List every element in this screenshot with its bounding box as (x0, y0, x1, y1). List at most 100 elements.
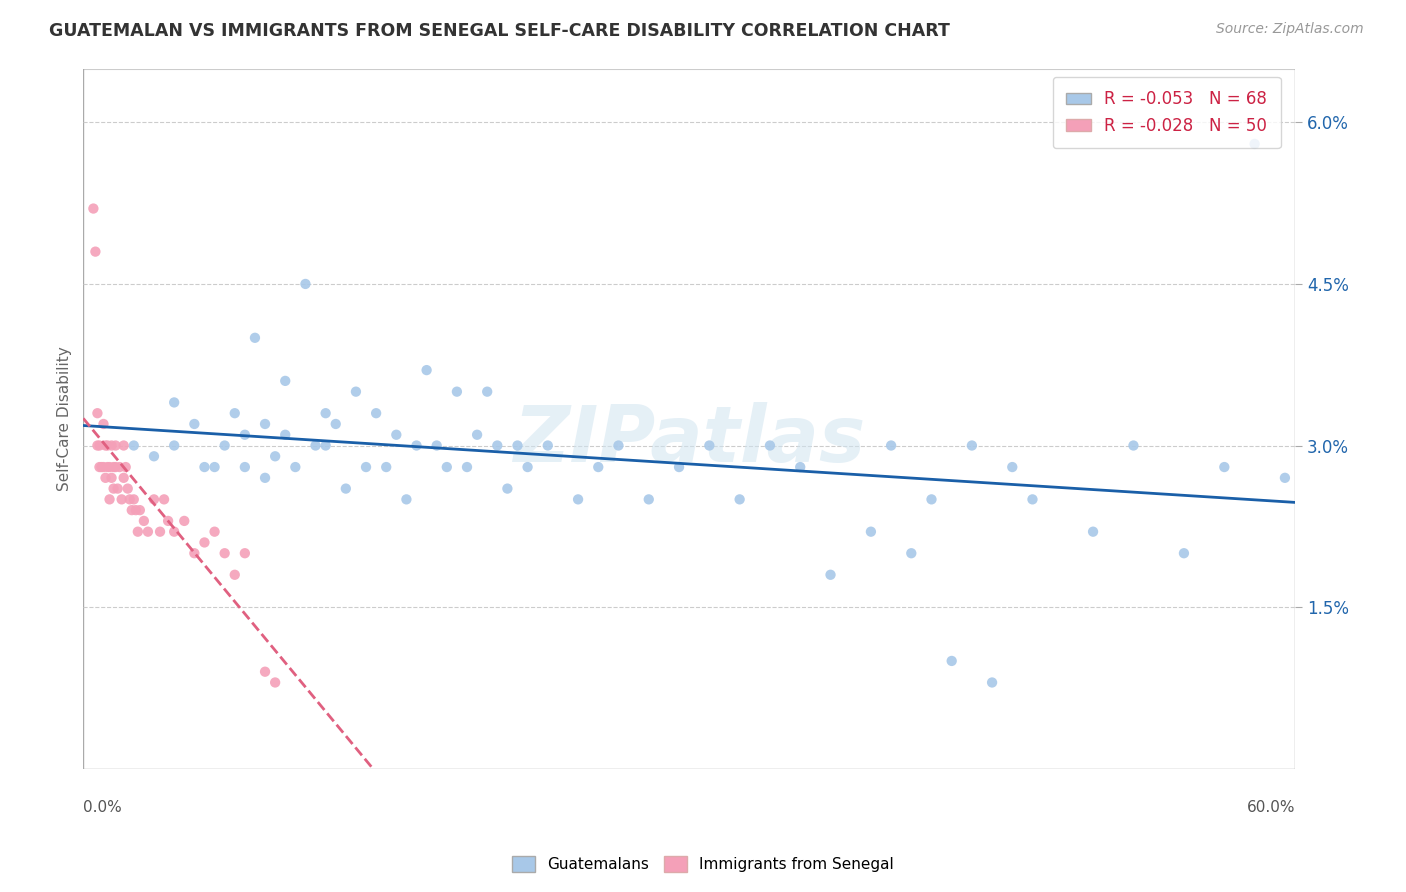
Point (104, 460, 127, 475)
Point (82, 202, 104, 216)
Point (588, 460, 610, 475)
Point (1001, 460, 1024, 475)
Point (567, 492, 589, 507)
Point (335, 482, 357, 496)
Y-axis label: Self-Care Disability: Self-Care Disability (58, 346, 72, 491)
Point (107, 482, 129, 496)
Point (233, 427, 256, 442)
Point (366, 406, 388, 420)
Point (94, 471, 117, 485)
Point (354, 460, 377, 475)
Text: 0.0%: 0.0% (83, 800, 122, 815)
Point (395, 492, 418, 507)
Point (157, 514, 180, 528)
Point (516, 460, 538, 475)
Point (163, 524, 186, 539)
Text: ZIPatlas: ZIPatlas (513, 401, 865, 477)
Point (294, 277, 316, 291)
Point (344, 384, 367, 399)
Point (122, 438, 145, 452)
Text: GUATEMALAN VS IMMIGRANTS FROM SENEGAL SELF-CARE DISABILITY CORRELATION CHART: GUATEMALAN VS IMMIGRANTS FROM SENEGAL SE… (49, 22, 950, 40)
Point (254, 665, 277, 679)
Point (759, 438, 782, 452)
Point (86, 438, 108, 452)
Point (456, 460, 478, 475)
Point (112, 438, 135, 452)
Point (477, 384, 499, 399)
Point (375, 460, 398, 475)
Point (254, 417, 277, 431)
Text: Source: ZipAtlas.com: Source: ZipAtlas.com (1216, 22, 1364, 37)
Point (163, 395, 186, 409)
Point (153, 492, 176, 507)
Point (96, 438, 118, 452)
Point (149, 524, 172, 539)
Point (315, 406, 337, 420)
Point (143, 492, 166, 507)
Point (496, 482, 519, 496)
Point (100, 438, 122, 452)
Point (859, 524, 882, 539)
Point (1021, 492, 1043, 507)
Point (118, 492, 141, 507)
Point (264, 675, 287, 690)
Point (86, 406, 108, 420)
Point (108, 460, 131, 475)
Point (98, 492, 121, 507)
Point (204, 460, 226, 475)
Point (254, 471, 277, 485)
Point (274, 427, 297, 442)
Point (93, 417, 115, 431)
Point (183, 546, 205, 560)
Point (315, 438, 337, 452)
Point (103, 460, 125, 475)
Point (274, 374, 297, 388)
Point (114, 460, 136, 475)
Point (84, 244, 107, 259)
Point (385, 427, 408, 442)
Point (143, 450, 166, 464)
Point (193, 535, 215, 549)
Point (204, 524, 226, 539)
Point (900, 546, 922, 560)
Point (89, 438, 111, 452)
Point (193, 460, 215, 475)
Point (233, 460, 256, 475)
Point (880, 438, 903, 452)
Text: 60.0%: 60.0% (1247, 800, 1295, 815)
Point (699, 438, 721, 452)
Point (436, 460, 458, 475)
Point (224, 567, 246, 582)
Point (117, 482, 139, 496)
Point (960, 438, 983, 452)
Point (132, 514, 155, 528)
Point (446, 384, 468, 399)
Point (122, 492, 145, 507)
Point (1122, 438, 1144, 452)
Point (537, 438, 560, 452)
Point (103, 482, 125, 496)
Point (921, 492, 943, 507)
Legend: Guatemalans, Immigrants from Senegal: Guatemalans, Immigrants from Senegal (505, 848, 901, 880)
Point (304, 438, 326, 452)
Point (1081, 524, 1104, 539)
Point (325, 417, 347, 431)
Point (214, 438, 236, 452)
Point (941, 654, 963, 668)
Point (1243, 136, 1265, 151)
Point (1213, 460, 1236, 475)
Point (668, 460, 690, 475)
Point (214, 546, 236, 560)
Point (94, 438, 117, 452)
Point (820, 567, 842, 582)
Point (121, 503, 143, 517)
Point (127, 524, 149, 539)
Point (426, 438, 449, 452)
Point (173, 514, 195, 528)
Point (111, 492, 134, 507)
Point (415, 363, 437, 377)
Point (637, 492, 659, 507)
Point (90, 460, 112, 475)
Point (112, 471, 135, 485)
Point (89, 460, 111, 475)
